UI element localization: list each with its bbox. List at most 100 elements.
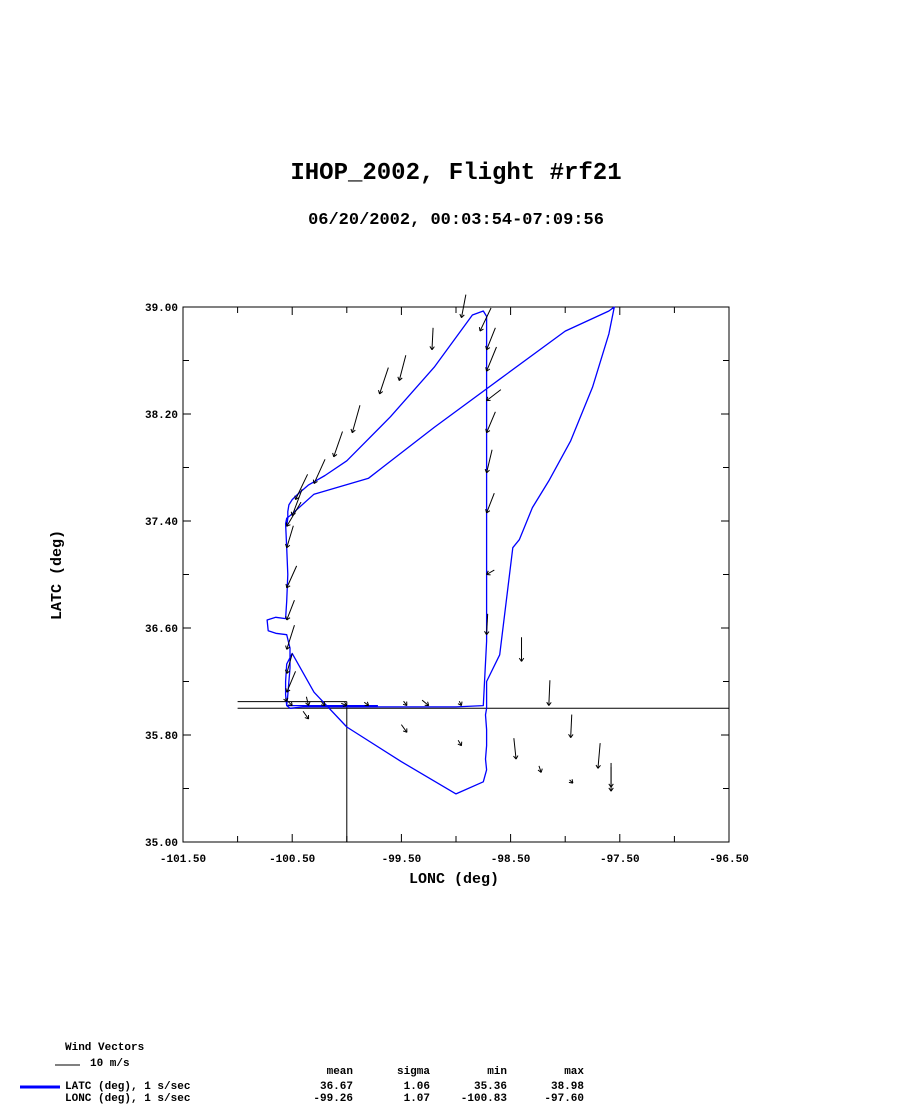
- legend-row-lonc-max: -97.60: [544, 1093, 584, 1105]
- y-tick-label: 35.80: [145, 731, 178, 743]
- legend-header-max: max: [564, 1066, 584, 1078]
- x-tick-label: -97.50: [600, 854, 640, 866]
- wind-vector-head: [288, 704, 293, 707]
- track-line: [266, 306, 615, 795]
- x-tick-label: -99.50: [382, 854, 422, 866]
- wind-vector-head: [429, 346, 433, 351]
- wind-vector-head: [486, 396, 489, 401]
- legend-row-lonc-sigma: 1.07: [403, 1093, 430, 1105]
- wind-vector: [398, 355, 407, 381]
- wind-vector-head: [513, 755, 517, 760]
- wind-vector-head: [479, 328, 484, 332]
- wind-vector-head: [295, 497, 300, 501]
- wind-vector-head: [320, 704, 326, 707]
- wind-vector-head: [610, 787, 614, 792]
- wind-vector: [548, 680, 551, 706]
- wind-vector-head: [312, 479, 315, 484]
- wind-vector: [460, 294, 467, 318]
- legend-row-lonc-label: LONC (deg), 1 s/sec: [65, 1093, 191, 1105]
- legend-header-mean: mean: [326, 1066, 353, 1078]
- y-tick-label: 39.00: [145, 303, 178, 315]
- wind-vector: [486, 449, 493, 473]
- wind-vector-head: [402, 730, 408, 733]
- legend-row-lonc-min: -100.83: [460, 1093, 507, 1105]
- wind-vector-head: [608, 787, 612, 792]
- wind-vector-head: [548, 702, 552, 706]
- wind-vector: [302, 710, 309, 720]
- chart-title: IHOP_2002, Flight #rf21: [290, 160, 622, 187]
- wind-vector-head: [461, 314, 465, 319]
- wind-vector-head: [377, 389, 381, 395]
- wind-vector-head: [286, 524, 291, 527]
- wind-vector-head: [285, 543, 288, 548]
- wind-vector: [286, 565, 298, 589]
- wind-vector-head: [304, 717, 309, 720]
- y-tick-label: 37.40: [145, 517, 178, 529]
- wind-vector-head: [595, 764, 599, 769]
- wind-vectors: [283, 294, 614, 792]
- wind-vector-head: [431, 346, 435, 351]
- wind-vector-head: [457, 703, 462, 707]
- wind-vector-head: [350, 428, 353, 433]
- wind-vector: [286, 671, 297, 693]
- wind-vector-head: [308, 701, 311, 706]
- wind-vector-head: [485, 508, 488, 514]
- wind-vector-head: [333, 454, 338, 458]
- wind-vector: [486, 389, 502, 402]
- chart-subtitle: 06/20/2002, 00:03:54-07:09:56: [308, 211, 604, 230]
- wind-vector-head: [484, 468, 488, 474]
- legend-row-latc-label: LATC (deg), 1 s/sec: [65, 1081, 191, 1093]
- wind-vector-head: [597, 765, 601, 769]
- wind-vector-head: [286, 544, 291, 549]
- wind-vector: [486, 569, 495, 575]
- wind-vector-head: [486, 510, 491, 514]
- wind-vector-head: [485, 428, 488, 433]
- wind-vector-head: [285, 645, 288, 650]
- wind-vector: [295, 474, 309, 500]
- wind-vector: [486, 327, 496, 350]
- wind-vector: [513, 738, 517, 760]
- wind-vector-head: [537, 769, 542, 773]
- wind-vector: [291, 489, 303, 516]
- wind-vector-head: [485, 345, 488, 350]
- wind-vector-head: [459, 313, 462, 318]
- wind-vector-head: [290, 511, 293, 516]
- wind-vector-head: [284, 669, 288, 674]
- wind-vector-head: [486, 631, 490, 635]
- flight-track: [266, 306, 615, 795]
- y-tick-label: 36.60: [145, 624, 178, 636]
- wind-vector-head: [568, 781, 573, 784]
- x-tick-label: -98.50: [491, 854, 531, 866]
- wind-vector-head: [313, 481, 318, 484]
- wind-vector-head: [427, 701, 430, 706]
- wind-vector-head: [351, 429, 356, 434]
- wind-vector: [486, 613, 489, 635]
- wind-vector-head: [540, 768, 543, 773]
- y-axis-label: LATC (deg): [49, 530, 66, 620]
- wind-vector-head: [402, 703, 408, 707]
- legend-row-latc-max: 38.98: [550, 1081, 584, 1093]
- wind-vector-head: [486, 469, 490, 474]
- wind-vector-head: [485, 367, 488, 372]
- wind-vector-head: [546, 701, 550, 706]
- wind-vector-head: [344, 701, 348, 706]
- wind-vector: [286, 625, 295, 650]
- wind-vector-head: [290, 701, 293, 706]
- legend-row-lonc-mean: -99.26: [313, 1093, 353, 1105]
- wind-vector: [403, 700, 408, 706]
- wind-vector-head: [518, 657, 522, 662]
- wind-vector: [457, 739, 462, 746]
- legend-row-latc-sigma: 1.06: [403, 1081, 430, 1093]
- wind-vector-head: [379, 391, 384, 395]
- wind-vector: [486, 346, 497, 372]
- legend-row-latc-mean: 36.67: [319, 1081, 353, 1093]
- y-tick-label: 38.20: [145, 410, 178, 422]
- wind-vector: [305, 696, 310, 706]
- wind-vector-head: [521, 657, 525, 662]
- wind-vector: [286, 599, 295, 621]
- wind-vector-head: [478, 327, 481, 332]
- wind-vector-head: [460, 701, 463, 706]
- wind-vector-head: [568, 734, 572, 738]
- x-axis-label: LONC (deg): [409, 871, 499, 888]
- wind-vector-head: [285, 615, 288, 621]
